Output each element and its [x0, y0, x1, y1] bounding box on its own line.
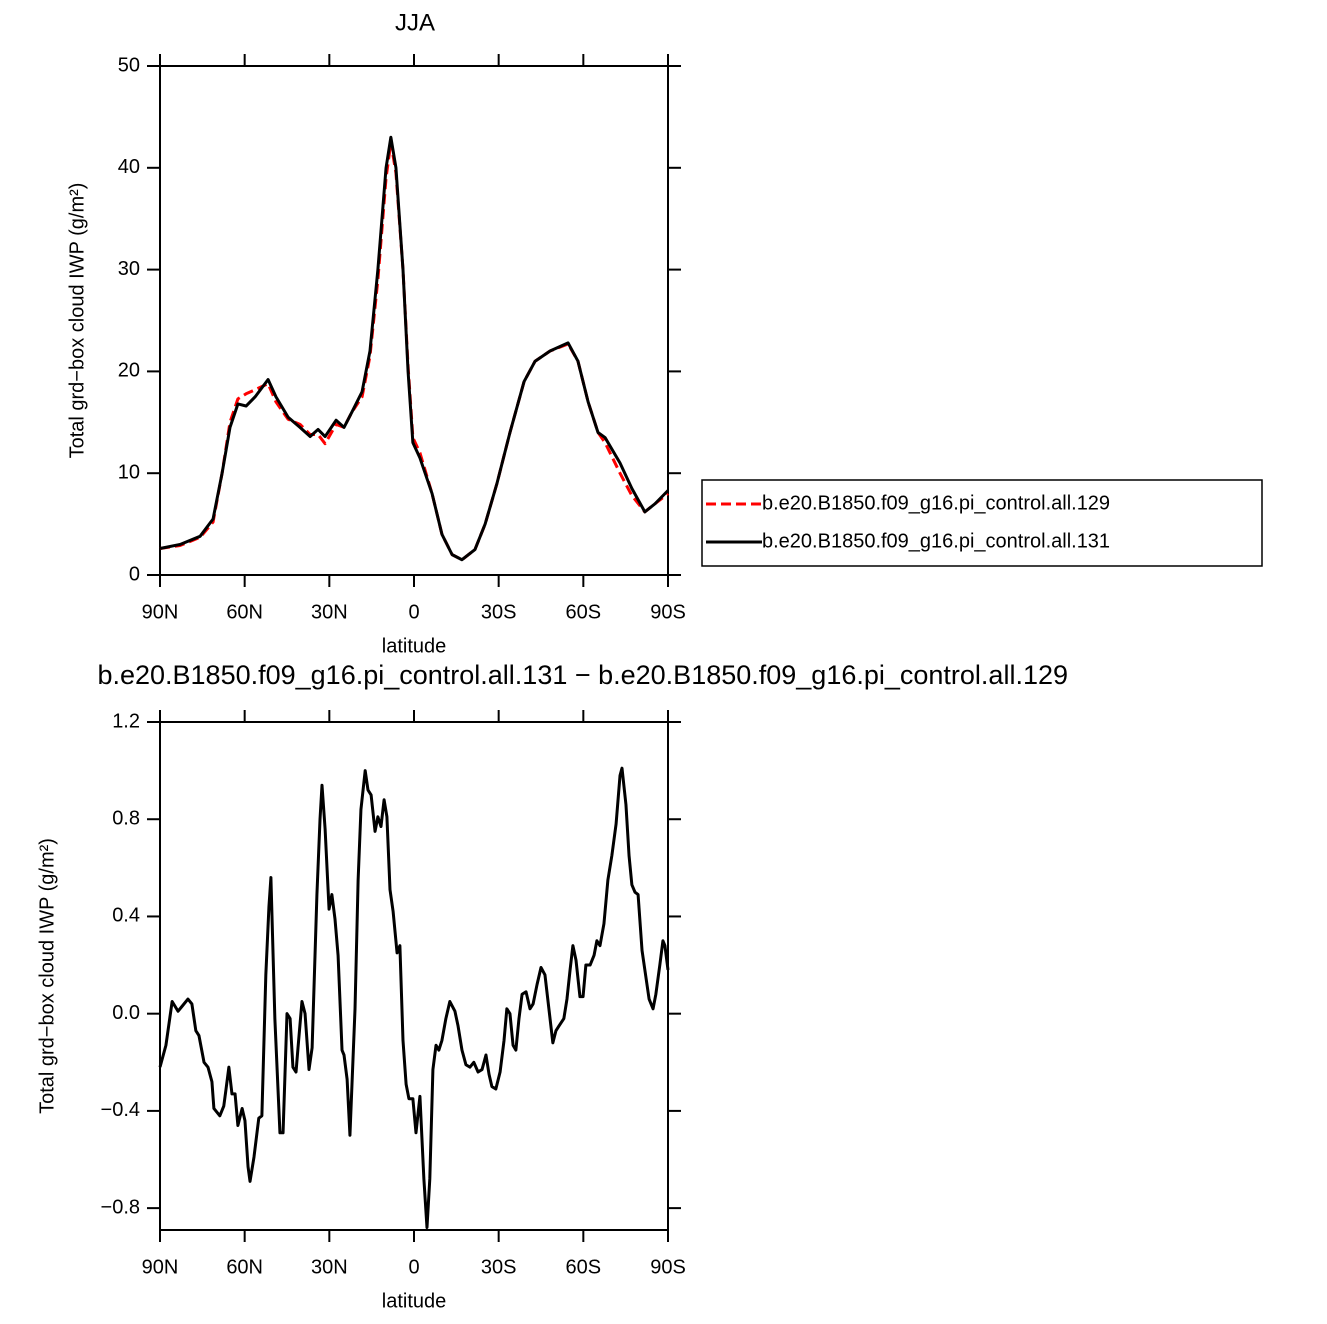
y-axis-label: Total grd−box cloud IWP (g/m²)	[66, 183, 88, 459]
x-tick-label: 30S	[481, 1256, 517, 1278]
y-tick-label: 10	[118, 461, 140, 483]
x-tick-label: 0	[408, 601, 419, 623]
x-axis-label: latitude	[382, 1290, 447, 1312]
x-tick-label: 30N	[311, 1256, 348, 1278]
x-tick-label: 60N	[226, 601, 263, 623]
y-tick-label: 0	[129, 563, 140, 585]
y-tick-label: 30	[118, 258, 140, 280]
x-tick-label: 60S	[566, 1256, 602, 1278]
chart-title: b.e20.B1850.f09_g16.pi_control.all.131 −…	[97, 660, 1068, 690]
y-tick-label: −0.8	[101, 1196, 140, 1218]
x-tick-label: 90N	[142, 601, 179, 623]
x-tick-label: 60S	[566, 601, 602, 623]
y-tick-label: 20	[118, 360, 140, 382]
y-tick-label: 1.2	[112, 710, 140, 732]
x-axis-label: latitude	[382, 635, 447, 657]
y-tick-label: 50	[118, 54, 140, 76]
legend-box	[701, 479, 1263, 567]
series-line	[159, 140, 669, 562]
y-tick-label: 0.4	[112, 905, 140, 927]
series-line	[158, 766, 670, 1230]
x-tick-label: 60N	[226, 1256, 263, 1278]
y-tick-label: 0.8	[112, 808, 140, 830]
x-tick-label: 90S	[650, 1256, 686, 1278]
x-tick-label: 0	[408, 1256, 419, 1278]
x-tick-label: 90N	[142, 1256, 179, 1278]
x-tick-label: 30N	[311, 601, 348, 623]
y-tick-label: 40	[118, 156, 140, 178]
y-tick-label: −0.4	[101, 1099, 140, 1121]
plot-frame	[159, 65, 669, 576]
legend-label: b.e20.B1850.f09_g16.pi_control.all.129	[762, 492, 1110, 514]
legend-label: b.e20.B1850.f09_g16.pi_control.all.131	[762, 530, 1110, 552]
plot-frame	[159, 721, 669, 1231]
x-tick-label: 30S	[481, 601, 517, 623]
y-axis-label: Total grd−box cloud IWP (g/m²)	[36, 838, 58, 1114]
chart-title: JJA	[395, 9, 435, 36]
series-line	[159, 135, 670, 562]
y-tick-label: 0.0	[112, 1002, 140, 1024]
x-tick-label: 90S	[650, 601, 686, 623]
